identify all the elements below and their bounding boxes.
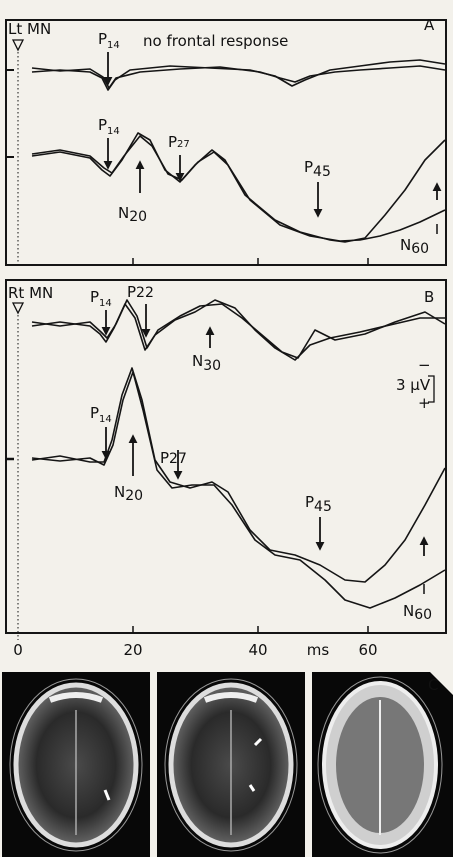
ct-image — [157, 672, 305, 857]
panel-label: B — [424, 288, 434, 306]
peak-number: 14 — [99, 414, 112, 425]
peak-label: P14 — [98, 30, 120, 51]
peak-number: 14 — [107, 126, 120, 137]
waveform — [31, 367, 446, 583]
peak-letter: P — [90, 404, 99, 422]
time-axis: 0 20 40 ms 60 — [13, 641, 377, 659]
peak-letter: P — [127, 283, 136, 301]
peak-letter: P — [168, 133, 177, 151]
peak-label: P22 — [127, 283, 154, 301]
peak-label: N60 — [403, 602, 432, 623]
stimulus-marker — [11, 302, 25, 315]
scale-value: 3 µV — [396, 376, 431, 394]
waveform — [31, 299, 445, 361]
peak-letter: P — [304, 158, 313, 176]
stimulus-label: Rt MN — [8, 284, 53, 302]
annotation: no frontal response — [143, 32, 288, 50]
panel-label: C — [428, 676, 438, 694]
peak-label: N20 — [118, 204, 147, 225]
peak-number: 60 — [414, 607, 432, 623]
panel-c: C — [2, 672, 453, 857]
scale-bar — [428, 375, 435, 403]
peak-letter: P — [305, 493, 314, 511]
panel-a: A Lt MN no frontal response P14 P14 P27 … — [5, 16, 447, 266]
peak-label: N20 — [114, 483, 143, 504]
panel-frame — [5, 19, 447, 266]
panel-b: B Rt MN P14 P22 N30 P14 N20 P27 P45 N60 … — [5, 279, 447, 640]
peak-number: 20 — [129, 209, 147, 225]
peak-number: 30 — [203, 358, 221, 374]
peak-number: 60 — [411, 241, 429, 257]
peak-letter: P — [98, 30, 107, 48]
panel-frame — [5, 279, 447, 634]
peak-letter: N — [403, 602, 414, 620]
axis-unit: ms — [307, 641, 330, 659]
peak-number: 27 — [177, 139, 190, 150]
peak-letter: P — [90, 288, 99, 306]
waveform — [31, 65, 446, 89]
axis-tick-label: 20 — [123, 641, 142, 659]
peak-letter: P — [160, 449, 169, 467]
peak-label: P27 — [168, 133, 190, 151]
stimulus-marker — [11, 39, 25, 52]
waveform — [31, 59, 446, 91]
peak-letter: P — [98, 116, 107, 134]
scale-sign: − — [418, 356, 431, 374]
peak-number: 14 — [107, 40, 120, 51]
scale-sign: + — [418, 394, 431, 412]
axis-ticks — [132, 626, 369, 633]
peak-label: N30 — [192, 352, 221, 374]
axis-tick-label: 40 — [248, 641, 267, 659]
peak-label: N60 — [400, 236, 429, 257]
stimulus-label: Lt MN — [8, 20, 51, 38]
waveform — [31, 132, 446, 243]
peak-label: P14 — [98, 116, 120, 137]
peak-label: P14 — [90, 288, 112, 309]
peak-letter: N — [114, 483, 125, 501]
axis-tick-label: 60 — [358, 641, 377, 659]
axis-ticks — [132, 258, 369, 265]
waveform — [31, 299, 446, 359]
peak-letter: N — [118, 204, 129, 222]
peak-letter: N — [400, 236, 411, 254]
peak-number: 45 — [314, 499, 332, 515]
peak-letter: N — [192, 352, 203, 370]
peak-label: P27 — [160, 449, 187, 467]
peak-number: 45 — [313, 164, 331, 180]
peak-label: P45 — [304, 158, 331, 180]
panel-label: A — [424, 16, 435, 34]
peak-number: 22 — [136, 285, 154, 301]
peak-number: 14 — [99, 298, 112, 309]
peak-number: 20 — [125, 488, 143, 504]
ct-image — [312, 672, 453, 857]
peak-label: P14 — [90, 404, 112, 425]
peak-label: P45 — [305, 493, 332, 515]
ct-image — [2, 672, 150, 857]
axis-tick-label: 0 — [13, 641, 23, 659]
waveform — [31, 135, 446, 242]
